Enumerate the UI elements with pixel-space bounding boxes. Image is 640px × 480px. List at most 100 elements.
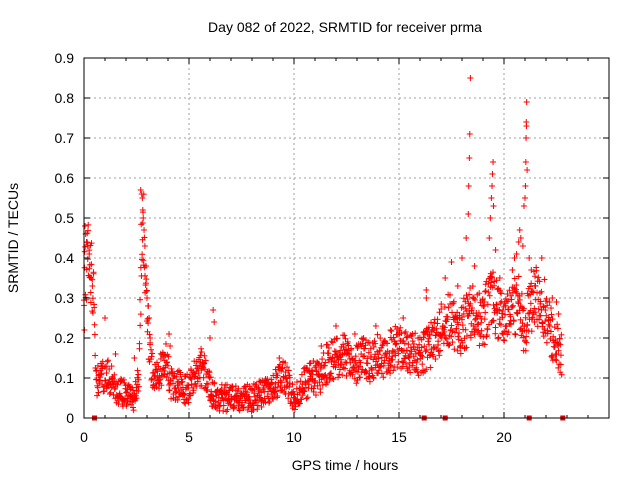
data-point [139, 256, 146, 263]
data-point [418, 352, 425, 359]
x-tick-label: 20 [496, 429, 512, 445]
data-point [501, 337, 508, 344]
data-point [86, 261, 93, 268]
data-point [550, 333, 557, 340]
data-point [405, 353, 412, 360]
data-point [485, 289, 492, 296]
data-point [548, 353, 555, 360]
data-point [446, 341, 453, 348]
data-point [343, 372, 350, 379]
data-point [135, 383, 142, 390]
data-point [351, 375, 358, 382]
data-point [136, 340, 143, 347]
data-point [529, 314, 536, 321]
data-point [274, 383, 281, 390]
data-point [258, 403, 265, 410]
data-point [296, 400, 303, 407]
data-point [546, 323, 553, 330]
data-point [261, 382, 268, 389]
data-point [553, 299, 560, 305]
data-point [211, 379, 218, 386]
data-point [278, 365, 285, 372]
data-point [517, 303, 524, 310]
data-point [146, 331, 153, 338]
data-point [328, 338, 335, 345]
data-point [190, 387, 197, 394]
data-point [481, 298, 488, 305]
data-point [341, 346, 348, 353]
data-point [437, 347, 444, 354]
data-point [465, 211, 472, 217]
data-point [355, 364, 362, 371]
y-tick-label: 0.6 [55, 170, 75, 186]
data-point [299, 392, 306, 399]
data-point [86, 265, 93, 272]
data-point [505, 306, 512, 313]
data-point [445, 342, 452, 349]
data-point [173, 373, 180, 380]
data-point [459, 255, 465, 261]
data-point [431, 319, 438, 326]
data-point [104, 358, 111, 365]
data-point [523, 333, 530, 340]
data-point [418, 344, 425, 351]
data-point [455, 321, 462, 328]
data-point [292, 403, 299, 410]
data-point [91, 321, 98, 328]
data-point [508, 296, 515, 303]
data-point [133, 395, 140, 402]
data-point [106, 391, 113, 398]
data-point [553, 357, 560, 364]
data-point [220, 407, 227, 414]
data-point [370, 344, 377, 351]
data-point [454, 347, 461, 354]
data-point [521, 323, 528, 330]
data-point [419, 353, 426, 360]
data-point [144, 295, 150, 301]
data-point [470, 322, 477, 329]
y-tick-label: 0.2 [55, 330, 75, 346]
data-point [310, 388, 317, 395]
data-point [201, 366, 208, 373]
chart-title: Day 082 of 2022, SRMTID for receiver prm… [208, 19, 482, 35]
data-point [135, 387, 142, 394]
data-point [524, 167, 531, 173]
data-point [298, 396, 305, 403]
data-point [549, 316, 556, 323]
data-point [377, 335, 384, 342]
data-point [405, 341, 412, 348]
data-point [361, 345, 368, 352]
data-point [522, 183, 529, 189]
data-point [153, 359, 160, 366]
data-point [490, 269, 497, 276]
data-point [83, 266, 90, 273]
data-point [177, 371, 184, 378]
data-point [148, 353, 155, 360]
data-point [453, 325, 460, 332]
data-point [537, 298, 544, 305]
data-point [236, 407, 243, 414]
data-point [141, 234, 148, 241]
data-point [157, 376, 164, 383]
data-point [398, 347, 405, 354]
data-point [482, 281, 489, 288]
data-point [329, 339, 336, 346]
data-point [488, 195, 495, 201]
data-point [303, 395, 310, 402]
data-point [484, 301, 491, 308]
y-axis-label: SRMTID / TECUs [5, 183, 21, 293]
data-point [85, 221, 92, 228]
data-point [426, 341, 433, 348]
data-point [402, 328, 409, 335]
data-point [140, 215, 147, 221]
data-point [317, 389, 324, 396]
data-point [543, 339, 550, 346]
data-point [535, 274, 542, 281]
data-point [443, 335, 450, 342]
data-point [198, 349, 205, 356]
data-point [169, 380, 176, 387]
data-point [492, 324, 499, 331]
data-point [486, 292, 493, 299]
data-point [365, 349, 372, 356]
data-point [538, 255, 545, 261]
